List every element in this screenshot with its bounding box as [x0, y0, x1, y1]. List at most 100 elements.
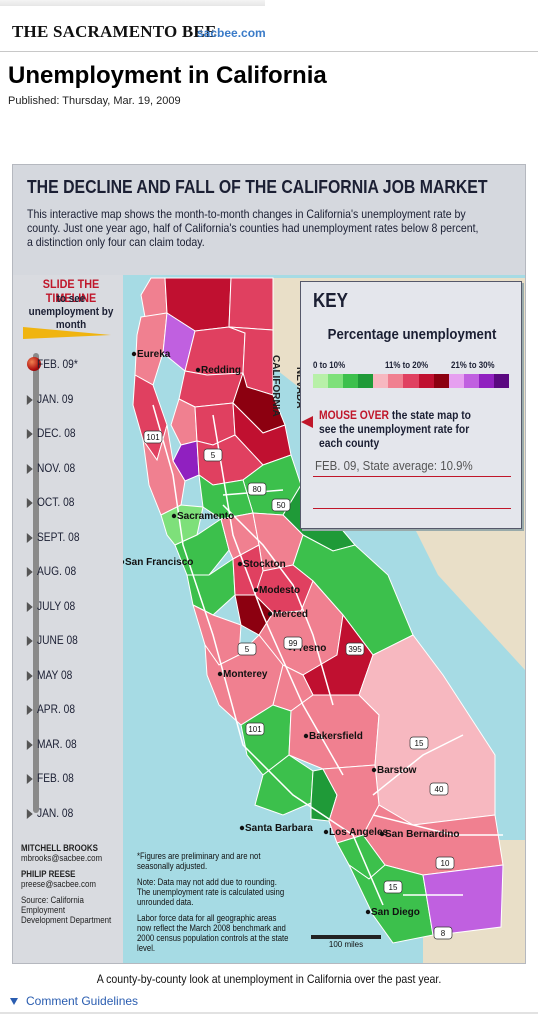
- highway-shield-icon: [429, 782, 449, 796]
- readout-rule-top: [313, 476, 511, 477]
- timeline-slider-handle[interactable]: [27, 357, 41, 371]
- city-label-bakersfield: Bakersfield: [309, 731, 363, 742]
- city-dot-san_bernardino: [379, 831, 385, 837]
- city-label-santa_barbara: Santa Barbara: [245, 823, 313, 834]
- highway-shield-icon: [409, 736, 429, 750]
- footnotes: *Figures are preliminary and are not sea…: [137, 851, 292, 959]
- author1: MITCHELL BROOKS: [21, 843, 98, 853]
- timeline-month-5[interactable]: SEPT. 08: [26, 529, 80, 544]
- timeline-month-4[interactable]: OCT. 08: [26, 495, 75, 509]
- city-dot-merced: [267, 611, 273, 617]
- city-label-eureka: Eureka: [137, 349, 171, 360]
- city-label-redding: Redding: [201, 365, 241, 376]
- masthead: THE SACRAMENTO BEE sacbee.com: [0, 0, 538, 52]
- city-dot-san_diego: [365, 909, 371, 915]
- city-label-fresno: Fresno: [293, 643, 326, 654]
- key-swatch-10: [463, 374, 479, 388]
- city-dot-los_angeles: [323, 829, 329, 835]
- timeline-month-7[interactable]: JULY 08: [26, 598, 76, 613]
- graphic-title: THE DECLINE AND FALL OF THE CALIFORNIA J…: [27, 177, 488, 197]
- map-labels: Eureka Redding Sacramento San Francisco Stoc…: [123, 349, 459, 918]
- highway-number-11: 15: [389, 883, 398, 892]
- mouseover-instruction: MOUSE OVER the state map to see the unem…: [319, 408, 491, 450]
- state-label-nevada: NEVADA: [294, 367, 305, 408]
- timeline-month-12[interactable]: FEB. 08: [26, 771, 74, 785]
- city-label-merced: Merced: [273, 609, 308, 620]
- timeline-month-1[interactable]: JAN. 09: [26, 391, 74, 406]
- key-swatch-3: [358, 374, 374, 388]
- california-map[interactable]: Eureka Redding Sacramento San Francisco Stoc…: [123, 275, 525, 964]
- timeline-month-11[interactable]: MAR. 08: [26, 736, 77, 751]
- key-swatch-5: [388, 374, 404, 388]
- city-label-san_francisco: San Francisco: [125, 557, 193, 568]
- key-swatch-12: [493, 374, 510, 388]
- city-dot-barstow: [371, 767, 377, 773]
- county-lake-sonoma[interactable]: [142, 424, 186, 516]
- highway-number-12: 8: [441, 929, 446, 938]
- key-swatch-9: [448, 374, 464, 388]
- site-link[interactable]: sacbee.com: [197, 26, 266, 40]
- highway-shield-icon: [383, 880, 403, 894]
- key-swatch-7: [418, 374, 434, 388]
- timeline-month-2[interactable]: DEC. 08: [26, 426, 76, 440]
- published-date: Published: Thursday, Mar. 19, 2009: [8, 95, 181, 107]
- comment-guidelines-link[interactable]: Comment Guidelines: [10, 994, 138, 1008]
- highway-number-8: 15: [415, 739, 424, 748]
- county-imperial[interactable]: [422, 864, 504, 936]
- timeline-month-0[interactable]: FEB. 09*: [37, 357, 78, 371]
- city-dot-redding: [195, 367, 201, 373]
- key-swatch-11: [478, 374, 494, 388]
- mouseover-highlight: MOUSE OVER: [319, 408, 389, 422]
- city-dot-monterey: [217, 671, 223, 677]
- graphic-header: THE DECLINE AND FALL OF THE CALIFORNIA J…: [13, 165, 525, 275]
- credits: MITCHELL BROOKS mbrooks@sacbee.com PHILI…: [21, 843, 113, 925]
- scale-label: 100 miles: [328, 940, 364, 949]
- city-label-barstow: Barstow: [377, 765, 417, 776]
- newspaper-logo[interactable]: THE SACRAMENTO BEE: [12, 22, 217, 41]
- map-scale: 100 miles: [311, 935, 381, 949]
- california-map-svg[interactable]: Eureka Redding Sacramento San Francisco Stoc…: [123, 275, 525, 964]
- author2-email[interactable]: preese@sacbee.com: [21, 879, 96, 889]
- highway-number-4: 5: [245, 645, 250, 654]
- timeline-month-13[interactable]: JAN. 08: [26, 805, 74, 820]
- highway-number-2: 80: [253, 485, 262, 494]
- highway-shield-icon: [435, 856, 455, 870]
- timeline-month-6[interactable]: AUG. 08: [26, 564, 77, 578]
- city-dot-eureka: [131, 351, 137, 357]
- key-swatch-1: [328, 374, 344, 388]
- highway-number-10: 10: [441, 859, 450, 868]
- city-label-san_diego: San Diego: [371, 907, 420, 918]
- timeline-wedge-graphic: [23, 327, 111, 339]
- county-modoc[interactable]: [228, 277, 274, 331]
- timeline-month-9[interactable]: MAY 08: [26, 667, 73, 682]
- key-swatch-0: [313, 374, 329, 388]
- timeline-slider-track[interactable]: [33, 353, 39, 813]
- expand-triangle-icon[interactable]: [10, 998, 18, 1005]
- timeline-month-3[interactable]: NOV. 08: [26, 460, 76, 475]
- timeline-month-8[interactable]: JUNE 08: [26, 633, 78, 647]
- city-dot-modesto: [253, 587, 259, 593]
- highway-number-3: 50: [277, 501, 286, 510]
- highway-shield-icon: [237, 642, 257, 656]
- page-title: Unemployment in California: [8, 62, 327, 89]
- footnote-1: *Figures are preliminary and are not sea…: [137, 851, 261, 871]
- highway-number-5: 99: [289, 639, 298, 648]
- highway-shield-icon: [271, 498, 291, 512]
- highway-shield-icon: [283, 636, 303, 650]
- highway-number-6: 395: [348, 645, 362, 654]
- highway-shield-icon: [433, 926, 453, 940]
- timeline-title: SLIDE THE TIMELINE: [42, 277, 100, 305]
- key-swatch-6: [403, 374, 419, 388]
- timeline-month-10[interactable]: APR. 08: [26, 702, 75, 716]
- comment-guidelines-label[interactable]: Comment Guidelines: [26, 994, 139, 1008]
- city-label-monterey: Monterey: [223, 669, 268, 680]
- source-note: Source: California Employment Developmen…: [21, 895, 112, 925]
- pointer-arrow-icon: [301, 416, 313, 428]
- author1-email[interactable]: mbrooks@sacbee.com: [21, 853, 103, 863]
- author2: PHILIP REESE: [21, 869, 76, 879]
- timeline-panel: SLIDE THE TIMELINE to see unemployment b…: [13, 275, 123, 963]
- graphic-caption: A county-by-county look at unemployment …: [96, 972, 442, 986]
- mouseover-text: the state map to see the unemployment ra…: [319, 408, 471, 450]
- key-subtitle: Percentage unemployment: [327, 326, 497, 343]
